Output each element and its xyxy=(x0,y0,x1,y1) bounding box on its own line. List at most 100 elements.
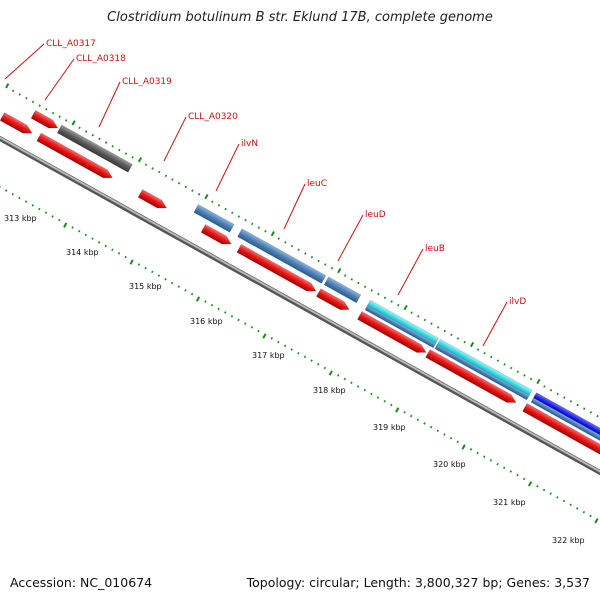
scale-tick-lower xyxy=(516,473,519,477)
scale-tick-lower xyxy=(483,455,486,458)
scale-tick-upper xyxy=(390,300,393,303)
scale-tick-upper xyxy=(45,108,48,111)
gene-cds-leub[interactable] xyxy=(357,311,428,357)
scale-tick-upper xyxy=(503,363,506,366)
gene-label[interactable]: ilvD xyxy=(509,297,526,307)
scale-tick-lower xyxy=(343,377,347,381)
scale-tick-lower xyxy=(576,507,579,510)
scale-tick-lower xyxy=(38,207,41,211)
scale-tick-upper xyxy=(231,211,234,215)
scale-tick-upper xyxy=(363,285,367,288)
scale-tick-lower xyxy=(476,451,479,455)
gene-label[interactable]: leuB xyxy=(425,244,445,254)
gene-cds-ilvd[interactable] xyxy=(425,349,519,406)
scale-tick-upper xyxy=(197,193,201,196)
scale-tick-lower xyxy=(589,514,592,518)
gene-ilvd-band[interactable] xyxy=(434,344,530,401)
gene-leader-line xyxy=(397,248,424,296)
scale-tick-lower xyxy=(410,414,413,418)
gene-label[interactable]: CLL_A0320 xyxy=(188,112,238,122)
scale-tick-upper xyxy=(423,318,427,322)
scale-tick-upper xyxy=(25,96,28,100)
scale-tick-lower xyxy=(18,196,21,200)
scale-tick-upper xyxy=(569,400,573,403)
gene-cds-cll-a0318[interactable] xyxy=(0,112,34,137)
gene-leud[interactable] xyxy=(323,276,362,304)
gene-next-band[interactable] xyxy=(530,397,600,454)
scale-tick-lower xyxy=(283,344,287,348)
scale-tick-lower xyxy=(429,425,433,429)
scale-tick-upper xyxy=(237,215,241,218)
scale-tick-upper xyxy=(177,181,181,185)
scale-tick-lower xyxy=(58,218,61,222)
gene-cll-a0318[interactable] xyxy=(56,124,133,173)
scale-tick-upper xyxy=(91,133,95,137)
gene-label[interactable]: CLL_A0318 xyxy=(76,54,126,64)
scale-label: 319 kbp xyxy=(373,423,406,432)
gene-cds-next[interactable] xyxy=(522,403,600,465)
gene-leub-band[interactable] xyxy=(364,305,436,349)
scale-tick-lower xyxy=(594,518,599,524)
scale-tick-upper xyxy=(31,100,35,104)
scale-tick-upper xyxy=(516,370,520,373)
scale-tick-lower xyxy=(151,270,154,274)
scale-tick-upper xyxy=(137,157,143,163)
scale-tick-lower xyxy=(297,351,300,355)
scale-tick-lower xyxy=(328,370,333,376)
scale-tick-upper xyxy=(436,326,440,329)
gene-cds-cll-a0317[interactable] xyxy=(30,110,60,131)
scale-tick-lower xyxy=(217,307,220,311)
scale-tick-upper xyxy=(583,407,586,410)
gene-leader-line xyxy=(215,143,240,192)
scale-tick-upper xyxy=(118,148,121,152)
scale-label: 320 kbp xyxy=(433,460,466,469)
scale-tick-upper xyxy=(224,207,227,211)
scale-tick-upper xyxy=(536,378,541,385)
scale-tick-lower xyxy=(78,229,81,233)
gene-cds-cll-a0319[interactable] xyxy=(36,132,115,182)
scale-tick-upper xyxy=(476,348,480,351)
scale-tick-upper xyxy=(509,366,513,370)
scale-tick-upper xyxy=(549,388,553,392)
gene-label[interactable]: leuD xyxy=(365,210,386,220)
scale-tick-upper xyxy=(111,145,114,148)
scale-tick-lower xyxy=(527,481,533,487)
scale-tick-lower xyxy=(536,484,539,488)
scale-tick-upper xyxy=(443,329,446,333)
scale-tick-upper xyxy=(158,170,161,174)
scale-tick-upper xyxy=(350,278,353,281)
scale-tick-lower xyxy=(556,496,559,499)
gene-label[interactable]: leuC xyxy=(307,179,327,189)
gene-cds-leud[interactable] xyxy=(316,288,351,314)
gene-ilvn[interactable] xyxy=(193,204,235,233)
scale-tick-upper xyxy=(18,93,21,96)
scale-tick-upper xyxy=(98,137,101,141)
scale-tick-lower xyxy=(317,363,320,366)
scale-tick-lower xyxy=(383,399,386,403)
scale-tick-upper xyxy=(124,152,128,155)
gene-leader-line xyxy=(4,43,45,80)
scale-tick-upper xyxy=(543,385,546,388)
gene-cds-leuc[interactable] xyxy=(236,244,318,295)
gene-cds-ilvn[interactable] xyxy=(200,224,233,247)
scale-tick-upper xyxy=(589,411,593,414)
scale-tick-lower xyxy=(370,392,373,396)
scale-tick-lower xyxy=(356,385,360,388)
gene-label[interactable]: ilvN xyxy=(241,139,258,149)
scale-tick-upper xyxy=(191,189,194,192)
scale-tick-upper xyxy=(71,120,76,126)
scale-tick-upper xyxy=(244,218,247,222)
scale-tick-lower xyxy=(562,499,566,503)
scale-tick-upper xyxy=(483,351,486,355)
scale-tick-upper xyxy=(469,341,475,348)
scale-tick-lower xyxy=(503,466,506,470)
gene-leader-line xyxy=(283,183,306,230)
gene-label[interactable]: CLL_A0317 xyxy=(46,39,96,49)
scale-tick-lower xyxy=(456,440,459,444)
gene-leuc[interactable] xyxy=(237,228,327,284)
gene-label[interactable]: CLL_A0319 xyxy=(122,77,172,87)
gene-cds-cll-a0320[interactable] xyxy=(137,189,169,211)
scale-tick-lower xyxy=(423,422,426,425)
scale-tick-upper xyxy=(264,230,267,233)
